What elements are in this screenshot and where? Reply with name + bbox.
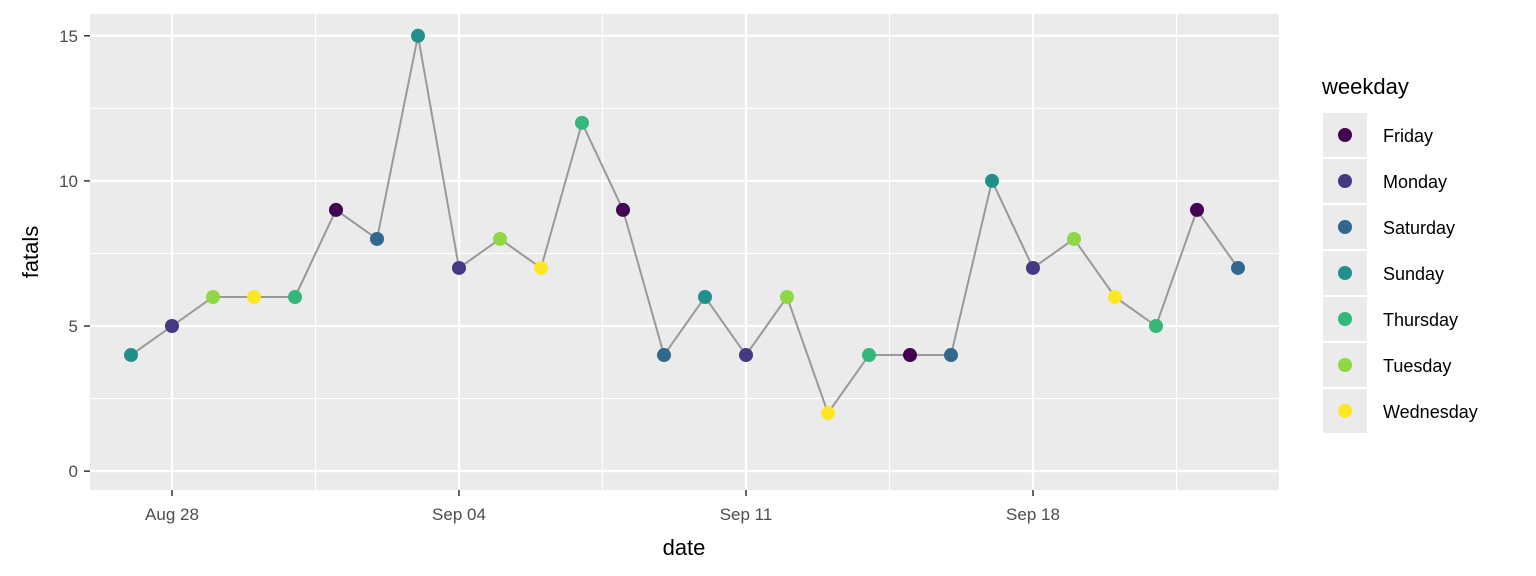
plot-panel	[90, 14, 1279, 490]
series-line	[130, 35, 1239, 416]
minor-gridlines	[90, 14, 1279, 490]
data-point-wednesday	[534, 260, 548, 275]
data-point-friday	[903, 348, 917, 363]
data-point-saturday	[944, 348, 958, 363]
data-point-wednesday	[1108, 289, 1122, 304]
data-point-monday	[165, 319, 179, 334]
legend-key-point	[1338, 312, 1352, 326]
x-tick-label: Sep 18	[1006, 505, 1060, 524]
data-point-tuesday	[493, 231, 507, 246]
y-tick-label: 5	[69, 317, 78, 336]
legend-label: Friday	[1383, 126, 1433, 146]
y-tick-label: 15	[59, 27, 78, 46]
legend-title: weekday	[1321, 74, 1409, 99]
legend-label: Sunday	[1383, 264, 1444, 284]
data-point-monday	[739, 348, 753, 363]
data-points	[124, 28, 1245, 421]
data-point-sunday	[411, 28, 425, 43]
data-point-tuesday	[780, 289, 794, 304]
data-point-sunday	[124, 348, 138, 363]
data-point-thursday	[862, 348, 876, 363]
data-point-thursday	[288, 289, 302, 304]
y-axis-title: fatals	[18, 226, 43, 279]
y-tick-label: 0	[69, 462, 78, 481]
data-point-sunday	[985, 173, 999, 188]
data-point-saturday	[657, 348, 671, 363]
legend-key-point	[1338, 128, 1352, 142]
x-tick-label: Sep 04	[432, 505, 486, 524]
legend: weekday Friday Monday Saturday Sunday Thursd…	[1321, 74, 1478, 433]
data-point-friday	[329, 202, 343, 217]
x-tick-label: Sep 11	[720, 505, 773, 524]
x-tick-label: Aug 28	[145, 505, 199, 524]
data-point-tuesday	[206, 289, 220, 304]
data-point-tuesday	[1067, 231, 1081, 246]
legend-label: Saturday	[1383, 218, 1455, 238]
data-point-friday	[1190, 202, 1204, 217]
legend-label: Wednesday	[1383, 402, 1478, 422]
legend-key-point	[1338, 220, 1352, 234]
data-point-thursday	[575, 115, 589, 130]
legend-key-point	[1338, 358, 1352, 372]
data-point-monday	[1026, 260, 1040, 275]
legend-entries: Friday Monday Saturday Sunday Thursday Tuesda…	[1323, 113, 1478, 433]
y-axis: 0 5 10 15	[59, 27, 90, 481]
x-axis-title: date	[663, 535, 706, 560]
legend-label: Monday	[1383, 172, 1447, 192]
data-point-friday	[616, 202, 630, 217]
x-axis: Aug 28 Sep 04 Sep 11 Sep 18	[145, 490, 1060, 524]
data-point-thursday	[1149, 319, 1163, 334]
data-point-sunday	[698, 289, 712, 304]
data-point-wednesday	[821, 406, 835, 421]
data-point-monday	[452, 260, 466, 275]
legend-key-point	[1338, 404, 1352, 418]
y-tick-label: 10	[59, 172, 78, 191]
legend-key-point	[1338, 174, 1352, 188]
legend-label: Thursday	[1383, 310, 1458, 330]
data-point-saturday	[370, 231, 384, 246]
data-point-saturday	[1231, 260, 1245, 275]
legend-key-point	[1338, 266, 1352, 280]
data-point-wednesday	[247, 289, 261, 304]
legend-label: Tuesday	[1383, 356, 1451, 376]
